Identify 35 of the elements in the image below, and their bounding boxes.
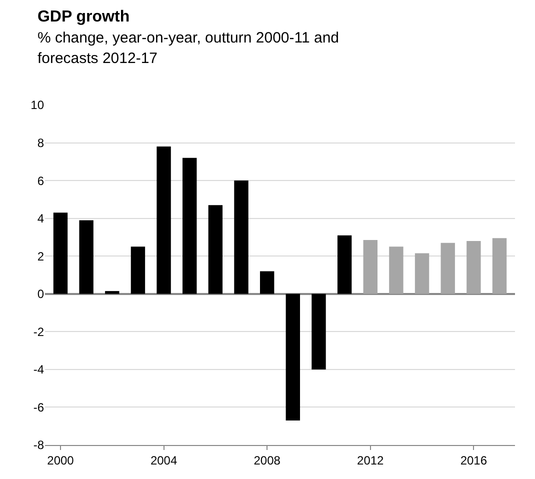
- bar: [363, 240, 378, 294]
- bar: [156, 146, 171, 294]
- bar: [53, 212, 68, 294]
- bar: [466, 241, 481, 294]
- bar: [389, 246, 404, 294]
- y-tick-label: 8: [37, 136, 44, 150]
- bar: [105, 291, 120, 294]
- y-tick-label: -8: [33, 438, 44, 452]
- bar: [234, 180, 248, 294]
- y-tick-label: 0: [37, 287, 44, 302]
- bar: [79, 220, 94, 294]
- y-tick-label: -2: [33, 324, 44, 339]
- chart-subtitle: % change, year-on-year, outturn 2000-11 and forecasts 2012-17: [37, 29, 340, 68]
- y-tick-label: 2: [37, 249, 44, 264]
- x-tick-label: 2004: [150, 453, 178, 468]
- y-tick-label: 10: [30, 98, 44, 112]
- bar: [440, 242, 455, 294]
- x-tick-label: 2008: [254, 453, 281, 468]
- bar: [286, 294, 300, 420]
- chart-title: GDP growth: [37, 8, 130, 26]
- x-tick-label: 2000: [47, 453, 74, 468]
- bar: [492, 238, 507, 294]
- y-tick-label: 4: [37, 212, 44, 226]
- bar: [337, 235, 352, 294]
- y-tick-label: -6: [33, 400, 44, 414]
- bar: [260, 271, 274, 294]
- bar: [312, 294, 326, 370]
- bar: [182, 158, 197, 294]
- x-tick-label: 2016: [460, 453, 488, 468]
- bar: [414, 253, 430, 294]
- bar: [130, 246, 146, 294]
- y-tick-label: 6: [37, 174, 44, 188]
- bar: [208, 205, 223, 294]
- y-tick-label: -4: [33, 362, 44, 377]
- x-tick-label: 2012: [357, 453, 384, 468]
